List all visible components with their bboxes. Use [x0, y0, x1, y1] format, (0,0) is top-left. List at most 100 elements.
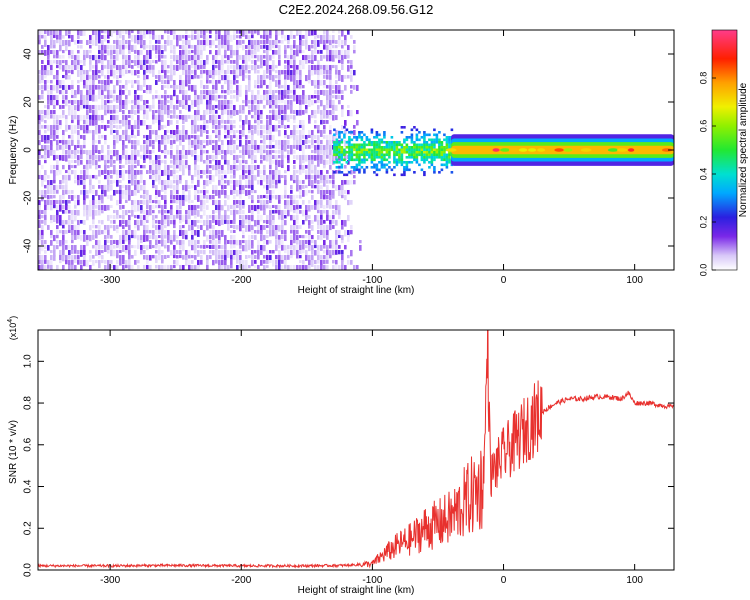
heatmap-cell — [296, 210, 299, 215]
heatmap-cell — [335, 166, 339, 169]
heatmap-cell — [170, 265, 173, 270]
heatmap-cell — [119, 85, 122, 92]
heatmap-cell — [350, 153, 354, 157]
heatmap-cell — [119, 135, 122, 141]
heatmap-cell — [308, 55, 311, 60]
heatmap-cell — [350, 225, 353, 230]
heatmap-cell — [296, 95, 299, 102]
heatmap-cell — [218, 105, 221, 110]
heatmap-cell — [263, 165, 266, 170]
heatmap-cell — [311, 170, 314, 174]
heatmap-cell — [340, 146, 344, 149]
heatmap-cell — [329, 145, 332, 151]
heatmap-cell — [323, 135, 326, 139]
heatmap-cell — [56, 60, 59, 65]
heatmap-cell — [128, 90, 131, 96]
heatmap-cell — [65, 120, 68, 126]
heatmap-cell — [245, 255, 248, 259]
heatmap-cell — [50, 85, 53, 92]
heatmap-cell — [338, 230, 341, 236]
heatmap-cell — [59, 180, 62, 185]
heatmap-cell — [254, 230, 257, 234]
heatmap-cell — [360, 166, 364, 169]
heatmap-cell — [287, 245, 290, 250]
heatmap-cell — [155, 260, 158, 264]
heatmap-cell — [194, 120, 197, 127]
heatmap-cell — [430, 156, 434, 159]
heatmap-cell — [197, 155, 200, 162]
heatmap-cell — [89, 90, 92, 97]
heatmap-cell — [329, 135, 332, 141]
heatmap-cell — [185, 185, 188, 192]
heatmap-cell — [230, 205, 233, 209]
heatmap-cell — [86, 70, 89, 77]
heatmap-cell — [266, 145, 269, 149]
heatmap-cell — [161, 95, 164, 99]
heatmap-cell — [375, 148, 379, 152]
heatmap-cell — [200, 250, 203, 254]
heatmap-cell — [278, 50, 281, 57]
heatmap-cell — [107, 185, 110, 192]
heatmap-cell — [323, 105, 326, 111]
heatmap-cell — [143, 155, 146, 161]
heatmap-cell — [350, 70, 353, 75]
heatmap-cell — [242, 70, 245, 77]
heatmap-cell — [323, 255, 326, 260]
heatmap-cell — [428, 148, 431, 152]
heatmap-cell — [221, 165, 224, 171]
heatmap-cell — [53, 40, 56, 46]
heatmap-cell — [275, 35, 278, 41]
heatmap-cell — [194, 245, 197, 252]
heatmap-cell — [365, 158, 369, 162]
heatmap-cell — [308, 95, 311, 102]
heatmap-cell — [62, 195, 65, 200]
heatmap-cell — [173, 160, 176, 165]
heatmap-cell — [233, 35, 236, 40]
heatmap-cell — [221, 155, 224, 160]
heatmap-cell — [206, 195, 209, 200]
heatmap-cell — [212, 195, 215, 200]
heatmap-cell — [275, 235, 278, 240]
heatmap-cell — [194, 30, 197, 34]
heatmap-cell — [320, 80, 323, 86]
heatmap-cell — [245, 165, 248, 170]
heatmap-cell — [215, 160, 218, 166]
heatmap-cell — [101, 85, 104, 91]
heatmap-cell — [110, 225, 113, 229]
heatmap-cell — [170, 115, 173, 119]
heatmap-cell — [203, 65, 206, 70]
heatmap-cell — [263, 195, 266, 199]
heatmap-cell — [140, 30, 143, 36]
heatmap-cell — [338, 131, 341, 134]
heatmap-cell — [119, 255, 122, 261]
heatmap-cell — [170, 50, 173, 54]
heatmap-cell — [335, 155, 338, 161]
heatmap-cell — [83, 220, 86, 226]
heatmap-cell — [227, 250, 230, 257]
heatmap-cell — [363, 146, 366, 149]
heatmap-cell — [353, 148, 356, 152]
heatmap-cell — [251, 40, 254, 46]
heatmap-cell — [89, 50, 92, 54]
heatmap-cell — [233, 210, 236, 216]
heatmap-cell — [158, 225, 161, 230]
heatmap-cell — [113, 95, 116, 102]
heatmap-cell — [101, 95, 104, 102]
heatmap-cell — [338, 146, 341, 149]
heatmap-cell — [363, 148, 366, 152]
heatmap-cell — [128, 220, 131, 226]
heatmap-cell — [266, 255, 269, 261]
heatmap-cell — [398, 141, 401, 144]
heatmap-cell — [98, 55, 101, 60]
heatmap-cell — [373, 163, 376, 167]
heatmap-cell — [137, 100, 140, 105]
heatmap-cell — [221, 115, 224, 121]
heatmap-cell — [71, 160, 74, 164]
heatmap-cell — [47, 195, 50, 200]
heatmap-cell — [95, 35, 98, 42]
heatmap-cell — [140, 145, 143, 152]
heatmap-cell — [269, 115, 272, 121]
heatmap-cell — [242, 215, 245, 222]
heatmap-cell — [272, 250, 275, 254]
heatmap-cell — [305, 190, 308, 196]
